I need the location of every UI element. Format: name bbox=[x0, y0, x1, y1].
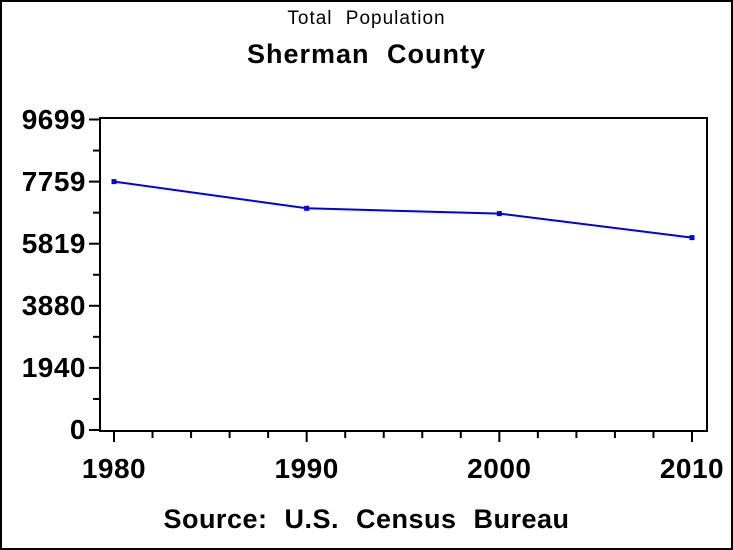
data-point-marker bbox=[111, 179, 117, 185]
data-point-marker bbox=[304, 205, 310, 211]
x-tick-label: 2000 bbox=[467, 453, 532, 484]
x-tick-label: 1990 bbox=[274, 453, 339, 484]
x-tick-label: 2010 bbox=[659, 453, 725, 484]
y-tick-label: 7759 bbox=[21, 165, 86, 197]
chart-title: Total Population bbox=[287, 8, 446, 29]
y-tick-label: 9699 bbox=[21, 103, 86, 135]
data-point-marker bbox=[689, 235, 695, 241]
y-tick-label: 3880 bbox=[21, 289, 86, 321]
source-footnote: Source: U.S. Census Bureau bbox=[163, 504, 570, 534]
population-line bbox=[113, 180, 693, 239]
y-tick-label: 1940 bbox=[21, 351, 86, 383]
x-tick-label: 1980 bbox=[81, 453, 147, 484]
chart-subtitle: Sherman County bbox=[246, 39, 487, 69]
plot-area bbox=[99, 117, 708, 432]
y-tick-label: 0 bbox=[69, 414, 86, 445]
y-tick-label: 5819 bbox=[21, 227, 86, 259]
data-point-marker bbox=[496, 211, 502, 217]
